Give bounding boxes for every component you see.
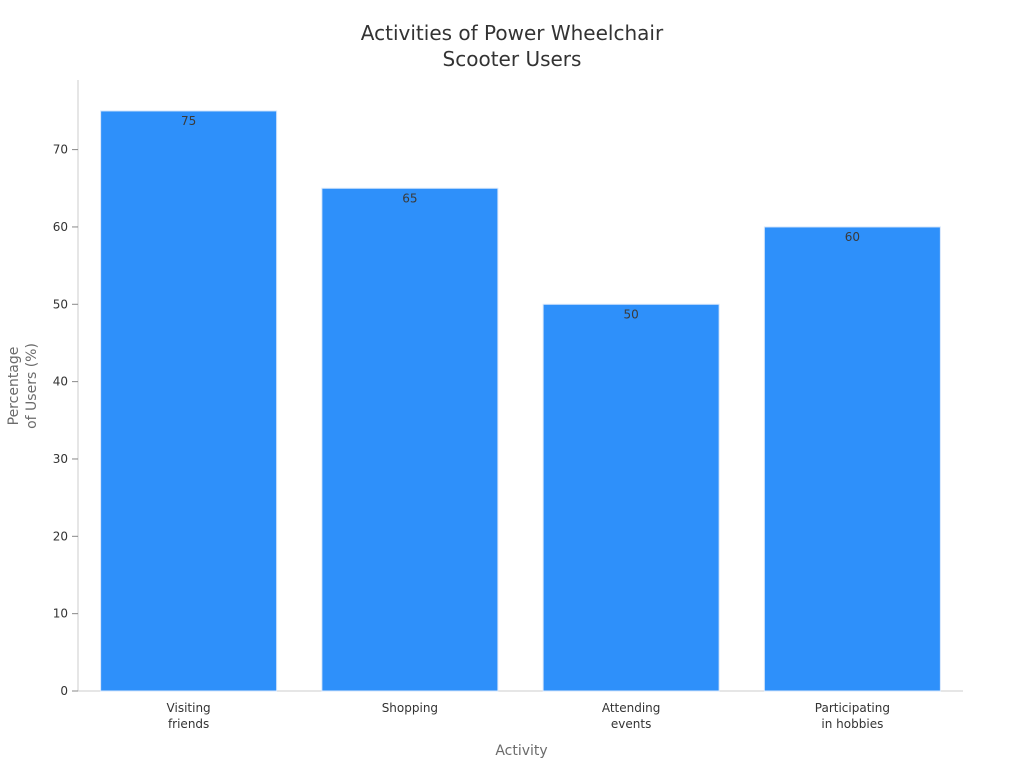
x-axis-ticks: Visiting friends Shopping Attending events Pa… [167, 701, 890, 731]
x-tick-label: Visiting friends [167, 701, 211, 731]
y-tick-label: 70 [53, 143, 68, 157]
chart-title: Activities of Power Wheelchair Scooter Us… [361, 21, 664, 71]
y-tick-label: 50 [53, 297, 68, 311]
bar [542, 303, 720, 692]
chart-title-text-line: Activities of Power Wheelchair [361, 21, 664, 45]
x-tick-label: Participating in hobbies [815, 701, 890, 731]
bars [100, 110, 941, 692]
x-tick-label-line: Attending [602, 701, 661, 715]
x-tick-label-line: events [611, 717, 651, 731]
data-label: 75 [181, 114, 196, 128]
chart-title-text: Activities of Power Wheelchair Scooter Us… [361, 21, 664, 71]
data-label: 60 [845, 230, 860, 244]
chart-title-text-line: Scooter Users [443, 47, 582, 71]
bar [763, 226, 941, 692]
y-axis-title-line: Percentage [6, 347, 22, 426]
bar [321, 187, 499, 692]
y-axis-ticks: 0 10 20 30 40 50 60 70 [53, 143, 78, 698]
x-axis-title-text: Activity [495, 743, 547, 759]
x-tick-label-line: in hobbies [821, 717, 883, 731]
x-tick-label-line: Visiting [167, 701, 211, 715]
data-label: 50 [623, 307, 638, 321]
y-axis-title: Percentage of Users (%) [6, 343, 40, 429]
x-tick-label-line: Shopping [382, 701, 438, 715]
y-tick-label: 0 [60, 684, 68, 698]
data-labels: 75 65 50 60 [181, 114, 860, 321]
y-tick-label: 60 [53, 220, 68, 234]
x-tick-label-line: friends [168, 717, 209, 731]
x-tick-label: Attending events [602, 701, 661, 731]
y-tick-label: 40 [53, 375, 68, 389]
x-tick-label-line: Participating [815, 701, 890, 715]
data-label: 65 [402, 191, 417, 205]
bar [100, 110, 278, 692]
y-axis-title-text: Percentage of Users (%) [6, 343, 40, 429]
y-tick-label: 30 [53, 452, 68, 466]
x-tick-label: Shopping [382, 701, 438, 715]
y-axis-title-line: of Users (%) [24, 343, 40, 429]
y-tick-label: 20 [53, 529, 68, 543]
x-axis-title: Activity [495, 743, 547, 759]
y-tick-label: 10 [53, 607, 68, 621]
